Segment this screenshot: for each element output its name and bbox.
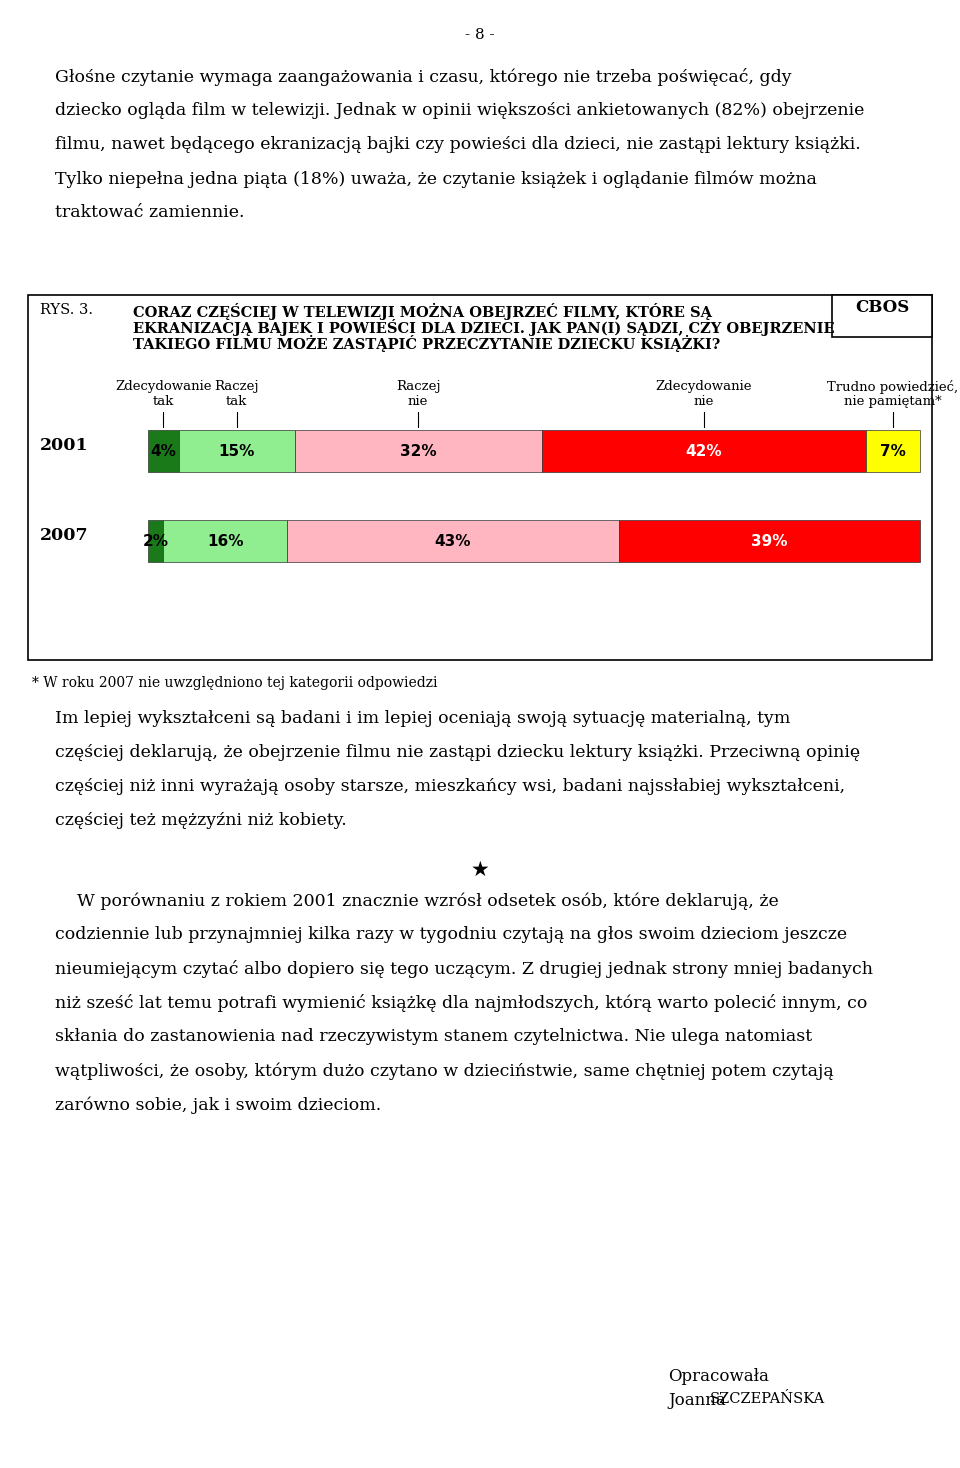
Text: 4%: 4% [151,443,177,458]
Text: tak: tak [153,395,174,408]
Text: Opracowała: Opracowała [668,1368,769,1384]
Text: nie: nie [408,395,428,408]
Text: traktować zamiennie.: traktować zamiennie. [55,204,245,222]
Text: CORAZ CZĘŚCIEJ W TELEWIZJI MOŻNA OBEJRZEĆ FILMY, KTÓRE SĄ: CORAZ CZĘŚCIEJ W TELEWIZJI MOŻNA OBEJRZE… [133,302,712,320]
Text: CBOS: CBOS [854,299,909,316]
Text: niż sześć lat temu potrafi wymienić książkę dla najmłodszych, którą warto poleci: niż sześć lat temu potrafi wymienić ksią… [55,994,868,1011]
Text: codziennie lub przynajmniej kilka razy w tygodniu czytają na głos swoim dzieciom: codziennie lub przynajmniej kilka razy w… [55,926,847,942]
Text: nieumiejącym czytać albo dopiero się tego uczącym. Z drugiej jednak strony mniej: nieumiejącym czytać albo dopiero się teg… [55,960,873,978]
Text: Raczej: Raczej [396,380,441,393]
Text: 39%: 39% [752,533,788,549]
Text: zarówno sobie, jak i swoim dzieciom.: zarówno sobie, jak i swoim dzieciom. [55,1097,381,1114]
Bar [179,430,295,473]
Text: 2001: 2001 [40,436,88,454]
Text: * W roku 2007 nie uwzględniono tej kategorii odpowiedzi: * W roku 2007 nie uwzględniono tej kateg… [32,675,438,690]
Text: 43%: 43% [435,533,471,549]
Text: EKRANIZACJĄ BAJEK I POWIEŚCI DLA DZIECI. JAK PAN(I) SĄDZI, CZY OBEJRZENIE: EKRANIZACJĄ BAJEK I POWIEŚCI DLA DZIECI.… [133,319,834,336]
Text: 42%: 42% [685,443,722,458]
Text: 2%: 2% [143,533,169,549]
Text: 32%: 32% [400,443,437,458]
Bar [163,520,287,562]
Text: W porównaniu z rokiem 2001 znacznie wzrósł odsetek osób, które deklarują, że: W porównaniu z rokiem 2001 znacznie wzró… [55,893,779,910]
Text: filmu, nawet będącego ekranizacją bajki czy powieści dla dzieci, nie zastąpi lek: filmu, nawet będącego ekranizacją bajki … [55,137,861,153]
Bar [28,295,932,661]
Text: skłania do zastanowienia nad rzeczywistym stanem czytelnictwa. Nie ulega natomia: skłania do zastanowienia nad rzeczywisty… [55,1028,812,1045]
Text: TAKIEGO FILMU MOŻE ZASTĄPIĆ PRZECZYTANIE DZIECKU KSIĄŻKI?: TAKIEGO FILMU MOŻE ZASTĄPIĆ PRZECZYTANIE… [133,335,720,352]
Text: tak: tak [227,395,248,408]
Text: częściej niż inni wyrażają osoby starsze, mieszkańcy wsi, badani najssłabiej wyk: częściej niż inni wyrażają osoby starsze… [55,778,845,796]
Text: Im lepiej wykształceni są badani i im lepiej oceniają swoją sytuację materialną,: Im lepiej wykształceni są badani i im le… [55,711,790,727]
Text: nie: nie [694,395,714,408]
Text: częściej deklarują, że obejrzenie filmu nie zastąpi dziecku lektury książki. Prz: częściej deklarują, że obejrzenie filmu … [55,744,860,760]
Text: Tylko niepełna jedna piąta (18%) uważa, że czytanie książek i oglądanie filmów m: Tylko niepełna jedna piąta (18%) uważa, … [55,170,817,188]
Text: Raczej: Raczej [214,380,259,393]
Text: 15%: 15% [219,443,255,458]
Text: 2007: 2007 [40,527,88,543]
Text: 7%: 7% [880,443,906,458]
Text: Trudno powiedzieć,: Trudno powiedzieć, [828,380,958,393]
Text: Zdecydowanie: Zdecydowanie [656,380,752,393]
Bar [295,430,541,473]
Text: 16%: 16% [207,533,244,549]
Text: Zdecydowanie: Zdecydowanie [115,380,212,393]
Text: RYS. 3.: RYS. 3. [40,302,93,317]
Text: ★: ★ [470,860,490,879]
Text: Głośne czytanie wymaga zaangażowania i czasu, którego nie trzeba poświęcać, gdy: Głośne czytanie wymaga zaangażowania i c… [55,68,792,87]
Bar [287,520,619,562]
Text: nie pamiętam*: nie pamiętam* [844,395,942,408]
Text: SZCZEPAŃSKA: SZCZEPAŃSKA [710,1392,826,1406]
Bar [541,430,866,473]
Text: - 8 -: - 8 - [466,28,494,43]
Bar [832,295,932,338]
Bar [866,430,920,473]
Text: częściej też mężzyźni niż kobiety.: częściej też mężzyźni niż kobiety. [55,812,347,829]
Text: wątpliwości, że osoby, którym dużo czytano w dzieciństwie, same chętniej potem c: wątpliwości, że osoby, którym dużo czyta… [55,1061,833,1079]
Text: Joanna: Joanna [668,1392,731,1409]
Bar [148,430,179,473]
Text: dziecko ogląda film w telewizji. Jednak w opinii większości ankietowanych (82%) : dziecko ogląda film w telewizji. Jednak … [55,101,864,119]
Bar [619,520,920,562]
Bar [148,520,163,562]
